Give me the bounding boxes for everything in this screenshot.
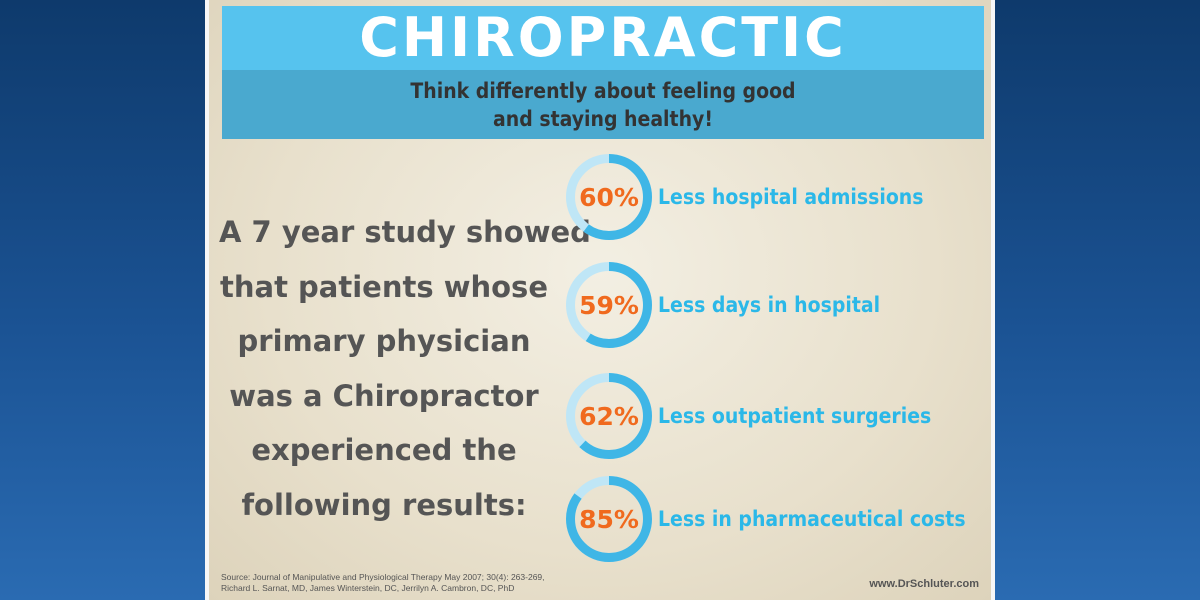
page-title: CHIROPRACTIC: [359, 6, 847, 69]
ring-progress-arc: [566, 262, 652, 348]
stat-outpatient-surgeries: 62% Less outpatient surgeries: [564, 371, 994, 461]
progress-ring: [566, 262, 652, 348]
stat-label: Less in pharmaceutical costs: [658, 507, 966, 531]
stat-days-in-hospital: 59% Less days in hospital: [564, 260, 994, 350]
stat-pharmaceutical-costs: 85% Less in pharmaceutical costs: [564, 474, 994, 564]
subtitle-line-2: and staying healthy!: [493, 106, 713, 131]
stat-label: Less days in hospital: [658, 293, 881, 317]
stat-percent: 85%: [579, 504, 639, 534]
website-link[interactable]: www.DrSchluter.com: [869, 578, 979, 590]
study-line: that patients whose: [220, 269, 548, 304]
source-line: Richard L. Sarnat, MD, James Winterstein…: [221, 583, 515, 593]
study-description: A 7 year study showed that patients whos…: [219, 205, 591, 532]
source-citation: Source: Journal of Manipulative and Phys…: [221, 572, 641, 594]
ring-progress-arc: [566, 476, 652, 562]
header-banner: CHIROPRACTIC: [222, 6, 984, 70]
study-line: was a Chiropractor: [229, 378, 539, 413]
stat-label: Less hospital admissions: [658, 185, 924, 209]
study-line: experienced the: [251, 433, 517, 467]
source-line: Source: Journal of Manipulative and Phys…: [221, 572, 545, 582]
stat-hospital-admissions: 60% Less hospital admissions: [564, 152, 994, 242]
stat-percent: 62%: [579, 401, 639, 431]
subtitle-line-1: Think differently about feeling good: [410, 78, 796, 103]
subtitle-banner: Think differently about feeling good and…: [222, 70, 984, 139]
study-line: following results:: [241, 487, 527, 522]
study-line: primary physician: [237, 324, 531, 358]
ring-progress-arc: [566, 154, 652, 240]
stat-percent: 60%: [579, 182, 639, 212]
stat-percent: 59%: [579, 290, 639, 320]
infographic-card: CHIROPRACTIC Think differently about fee…: [205, 0, 995, 600]
progress-ring: [566, 476, 652, 562]
study-line: A 7 year study showed: [219, 215, 591, 249]
stat-label: Less outpatient surgeries: [658, 404, 932, 428]
progress-ring: [566, 154, 652, 240]
ring-progress-arc: [566, 373, 652, 459]
progress-ring: [566, 373, 652, 459]
